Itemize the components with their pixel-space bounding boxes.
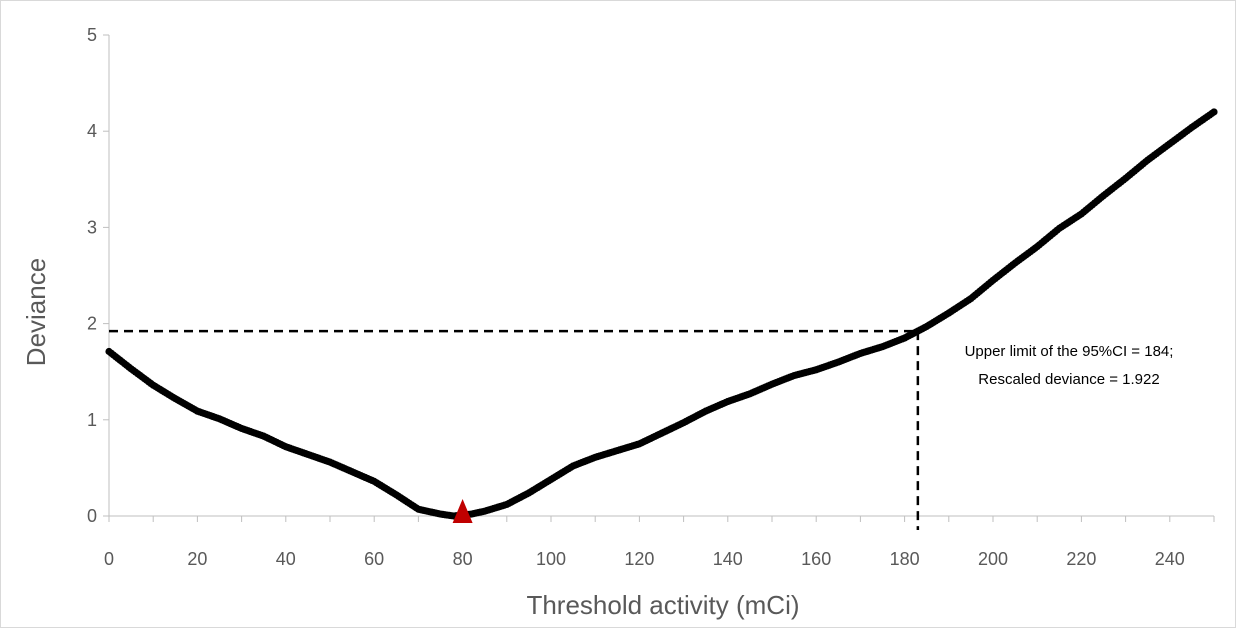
x-axis-title: Threshold activity (mCi) bbox=[526, 590, 799, 620]
x-tick-label: 140 bbox=[713, 549, 743, 569]
y-axis-title: Deviance bbox=[21, 258, 51, 366]
x-tick-label: 220 bbox=[1066, 549, 1096, 569]
x-tick-label: 120 bbox=[624, 549, 654, 569]
axes: 0 1 2 3 4 5 0 20 40 60 80 100 120 140 160 180 200 220 240 bbox=[87, 25, 1215, 569]
reference-lines bbox=[109, 329, 920, 530]
y-tick-label: 4 bbox=[87, 121, 97, 141]
x-tick-label: 40 bbox=[276, 549, 296, 569]
x-tick-label: 180 bbox=[890, 549, 920, 569]
x-tick-label: 200 bbox=[978, 549, 1008, 569]
minimum-triangle-marker bbox=[452, 499, 473, 523]
x-tick-label: 240 bbox=[1155, 549, 1185, 569]
y-tick-label: 0 bbox=[87, 506, 97, 526]
y-tick-label: 2 bbox=[87, 314, 97, 334]
x-tick-label: 20 bbox=[187, 549, 207, 569]
x-tick-label: 160 bbox=[801, 549, 831, 569]
x-tick-label: 60 bbox=[364, 549, 384, 569]
annotation-line1: Upper limit of the 95%CI = 184; bbox=[965, 343, 1174, 360]
y-tick-label: 5 bbox=[87, 25, 97, 45]
y-tick-label: 1 bbox=[87, 410, 97, 430]
annotation-line2: Rescaled deviance = 1.922 bbox=[978, 371, 1159, 388]
x-tick-label: 100 bbox=[536, 549, 566, 569]
minimum-marker bbox=[452, 499, 473, 523]
x-tick-label: 0 bbox=[104, 549, 114, 569]
data-point bbox=[1210, 108, 1218, 116]
x-tick-label: 80 bbox=[453, 549, 473, 569]
data-series bbox=[105, 108, 1218, 520]
y-tick-label: 3 bbox=[87, 217, 97, 237]
